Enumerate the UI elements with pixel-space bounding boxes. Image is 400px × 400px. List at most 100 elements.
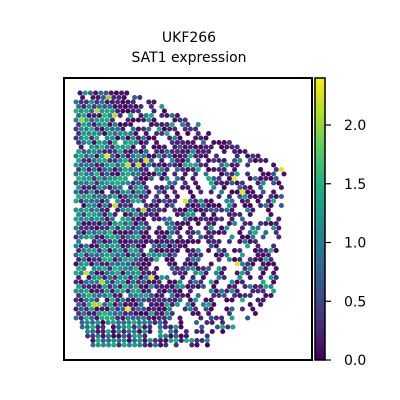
expression-spot — [86, 301, 92, 308]
expression-spot — [126, 333, 132, 339]
expression-spot — [99, 252, 105, 258]
expression-spot — [104, 288, 110, 294]
expression-spot — [130, 234, 136, 240]
expression-spot — [120, 315, 126, 321]
expression-spot — [109, 180, 115, 186]
expression-spot — [154, 301, 160, 308]
expression-spot — [96, 301, 102, 308]
expression-spot — [263, 292, 269, 299]
expression-spot — [167, 162, 173, 168]
expression-spot — [83, 225, 89, 231]
expression-spot — [141, 216, 147, 222]
expression-spot — [180, 292, 186, 299]
expression-spot — [115, 99, 121, 105]
expression-spot — [138, 193, 144, 200]
expression-spot — [185, 256, 191, 263]
expression-spot — [89, 288, 95, 294]
expression-spot — [195, 265, 201, 272]
expression-spot — [122, 310, 128, 317]
expression-spot — [122, 256, 128, 263]
expression-spot — [195, 166, 201, 173]
expression-spot — [86, 202, 92, 209]
expression-spot — [143, 283, 149, 290]
expression-spot — [120, 153, 126, 159]
expression-spot — [94, 144, 100, 150]
expression-spot — [130, 117, 136, 123]
expression-spot — [73, 180, 79, 186]
expression-spot — [177, 207, 183, 213]
expression-spot — [225, 324, 231, 330]
expression-spot — [252, 157, 258, 164]
expression-spot — [143, 193, 149, 200]
expression-spot — [109, 162, 115, 168]
expression-spot — [79, 324, 85, 330]
expression-spot — [125, 270, 131, 276]
expression-spot — [258, 256, 264, 263]
expression-spot — [194, 328, 200, 335]
expression-spot — [141, 144, 147, 150]
expression-spot — [102, 103, 108, 110]
expression-spot — [120, 216, 126, 222]
expression-spot — [258, 220, 264, 227]
expression-spot — [107, 157, 113, 164]
expression-spot — [276, 225, 282, 231]
expression-spot — [216, 175, 222, 182]
expression-spot — [109, 153, 115, 159]
expression-spot — [94, 306, 100, 312]
expression-spot — [237, 247, 243, 254]
expression-spot — [138, 166, 144, 173]
expression-spot — [273, 265, 279, 272]
expression-spot — [107, 103, 113, 110]
expression-spot — [198, 279, 204, 285]
expression-spot — [271, 171, 277, 177]
expression-spot — [190, 139, 196, 146]
expression-spot — [125, 144, 131, 150]
expression-spot — [91, 265, 97, 272]
expression-spot — [219, 144, 225, 150]
expression-spot — [124, 90, 130, 96]
expression-spot — [180, 211, 186, 218]
colorbar-tick-label: 1.5 — [344, 177, 366, 193]
expression-spot — [102, 139, 108, 146]
expression-spot — [83, 99, 89, 105]
expression-spot — [130, 99, 136, 105]
expression-spot — [109, 144, 115, 150]
expression-spot — [255, 180, 261, 186]
expression-spot — [239, 261, 245, 267]
expression-spot — [278, 193, 284, 200]
expression-spot — [204, 333, 210, 339]
expression-spot — [219, 315, 225, 321]
expression-spot — [247, 211, 253, 218]
expression-spot — [224, 180, 230, 186]
expression-spot — [94, 126, 100, 132]
expression-spot — [81, 139, 87, 146]
expression-spot — [135, 225, 141, 231]
expression-spot — [102, 238, 108, 245]
expression-spot — [213, 315, 219, 321]
expression-spot — [117, 256, 123, 263]
expression-spot — [245, 243, 251, 249]
expression-spot — [255, 252, 261, 258]
expression-spot — [109, 270, 115, 276]
expression-spot — [156, 315, 162, 321]
expression-spot — [219, 171, 225, 177]
expression-spot — [86, 130, 92, 137]
expression-spot — [100, 333, 106, 339]
expression-spot — [130, 162, 136, 168]
expression-spot — [125, 135, 131, 141]
expression-spot — [112, 220, 118, 227]
expression-spot — [96, 265, 102, 272]
expression-spot — [91, 310, 97, 317]
expression-spot — [237, 157, 243, 164]
expression-spot — [130, 297, 136, 303]
expression-spot — [211, 229, 217, 236]
expression-spot — [125, 216, 131, 222]
expression-spot — [245, 171, 251, 177]
expression-spot — [89, 180, 95, 186]
expression-spot — [115, 108, 121, 114]
expression-spot — [216, 274, 222, 281]
expression-spot — [76, 112, 82, 119]
expression-spot — [102, 229, 108, 236]
expression-spot — [172, 144, 178, 150]
expression-spot — [154, 310, 160, 317]
